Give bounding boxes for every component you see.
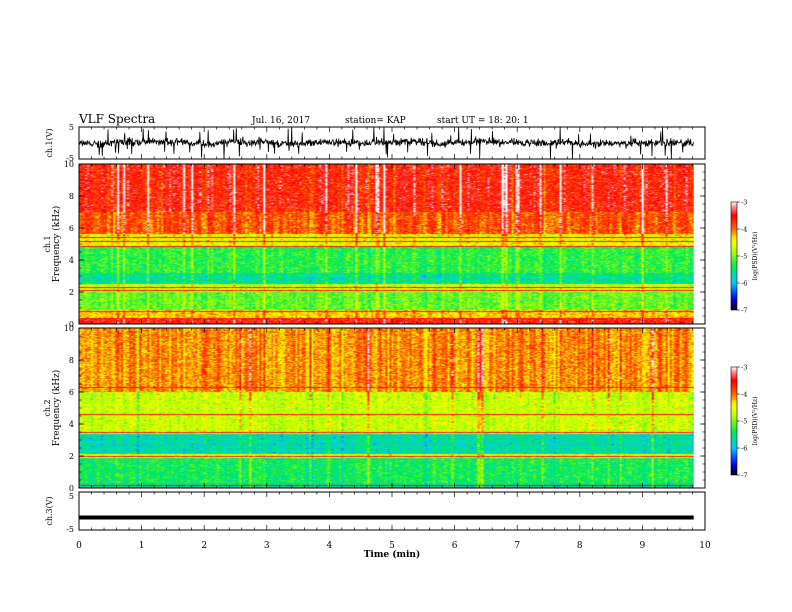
colorbar-tick-label: -7 [741,307,747,315]
colorbar-tick-label: -6 [741,280,747,288]
frequency-tick-label: 2 [69,452,74,461]
ch1-waveform-line [78,126,695,160]
colorbar-tick-label: -4 [741,391,747,399]
colorbar-tick-label: -3 [741,364,747,372]
ch1-waveform-ylabel: ch.1(V) [45,128,54,157]
ch3-waveform-ylabel: ch.3(V) [45,496,54,525]
ch1-spectrogram-image [79,164,694,324]
station-label: station= KAP [345,116,406,126]
colorbar-label: log(PSD)(V²/Hz) [752,397,759,446]
ch1-spectrogram-frame [78,163,706,325]
colorbar-tick-label: -6 [741,445,747,453]
ch2-spectrogram-image [79,328,694,488]
colorbar-tick-label: -3 [741,199,747,207]
ch1-channel-label: ch.1 [43,235,52,252]
x-axis-tick-labels: 0 1 2 3 4 5 6 7 8 9 10 [76,541,711,551]
ch2-frequency-ylabel: Frequency (kHz) [51,370,62,447]
ch1-spectrogram-panel: 0 2 4 6 8 10 ch.1 Frequency (kHz) [43,160,706,329]
x-tick-label: 9 [640,541,646,551]
ch1-frequency-ylabel: Frequency (kHz) [51,206,62,283]
frequency-tick-label: 8 [69,356,74,365]
frequency-tick-label: 6 [69,224,74,233]
x-tick-label: 7 [514,541,520,551]
ch3-ytick-bottom: -5 [66,525,74,534]
ch3-waveform-ticks [78,492,706,530]
date-label: Jul. 16, 2017 [251,116,310,126]
ch3-waveform-line [79,515,694,520]
x-tick-label: 0 [76,541,82,551]
ch3-waveform-panel: 5 -5 ch.3(V) [45,491,706,534]
start-time-label: start UT = 18: 20: 1 [437,116,529,126]
chart-title: VLF Spectra [78,112,155,126]
ch1-ytick-bottom: -5 [66,154,74,163]
x-tick-label: 8 [577,541,583,551]
frequency-tick-label: 2 [69,288,74,297]
frequency-tick-label: 8 [69,192,74,201]
x-tick-label: 10 [699,541,711,551]
ch2-spectrogram-panel: 0 2 4 6 8 10 ch.2 Frequency (kHz) [43,324,706,493]
colorbar-gradient [730,201,738,311]
ch2-colorbar: -3 -4 -5 -6 -7 log(PSD)(V²/Hz) [730,364,759,480]
x-tick-label: 4 [327,541,333,551]
frequency-tick-label: 4 [69,256,74,265]
frequency-tick-label: 0 [69,484,74,493]
ch2-spectrogram-ticks: 0 2 4 6 8 10 [64,324,706,493]
x-tick-label: 2 [201,541,207,551]
colorbar-tick-label: -7 [741,472,747,480]
ch2-spectrogram-frame [78,327,706,489]
frequency-tick-label: 10 [64,160,74,169]
colorbar-tick-label: -4 [741,226,747,234]
x-tick-label: 3 [264,541,270,551]
ch3-ytick-top: 5 [69,492,74,501]
x-tick-label: 5 [389,541,395,551]
colorbar-gradient [730,366,738,476]
frequency-tick-label: 4 [69,420,74,429]
frequency-tick-label: 10 [64,324,74,333]
ch1-waveform-frame [78,126,706,160]
frequency-tick-label: 0 [69,320,74,329]
frequency-tick-label: 6 [69,388,74,397]
ch1-spectrogram-ticks: 0 2 4 6 8 10 [64,160,706,329]
colorbar-tick-label: -5 [741,253,747,261]
x-tick-label: 6 [452,541,458,551]
ch3-waveform-frame [78,491,706,531]
colorbar-label: log(PSD)(V²/Hz) [752,232,759,281]
colorbar-tick-label: -5 [741,418,747,426]
ch1-ytick-top: 5 [69,123,74,132]
ch1-colorbar: -3 -4 -5 -6 -7 log(PSD)(V²/Hz) [730,199,759,315]
ch2-channel-label: ch.2 [43,399,52,416]
ch1-waveform-panel: 5 -5 ch.1(V) [45,123,706,163]
x-tick-label: 1 [139,541,145,551]
x-axis-label: Time (min) [364,549,421,560]
